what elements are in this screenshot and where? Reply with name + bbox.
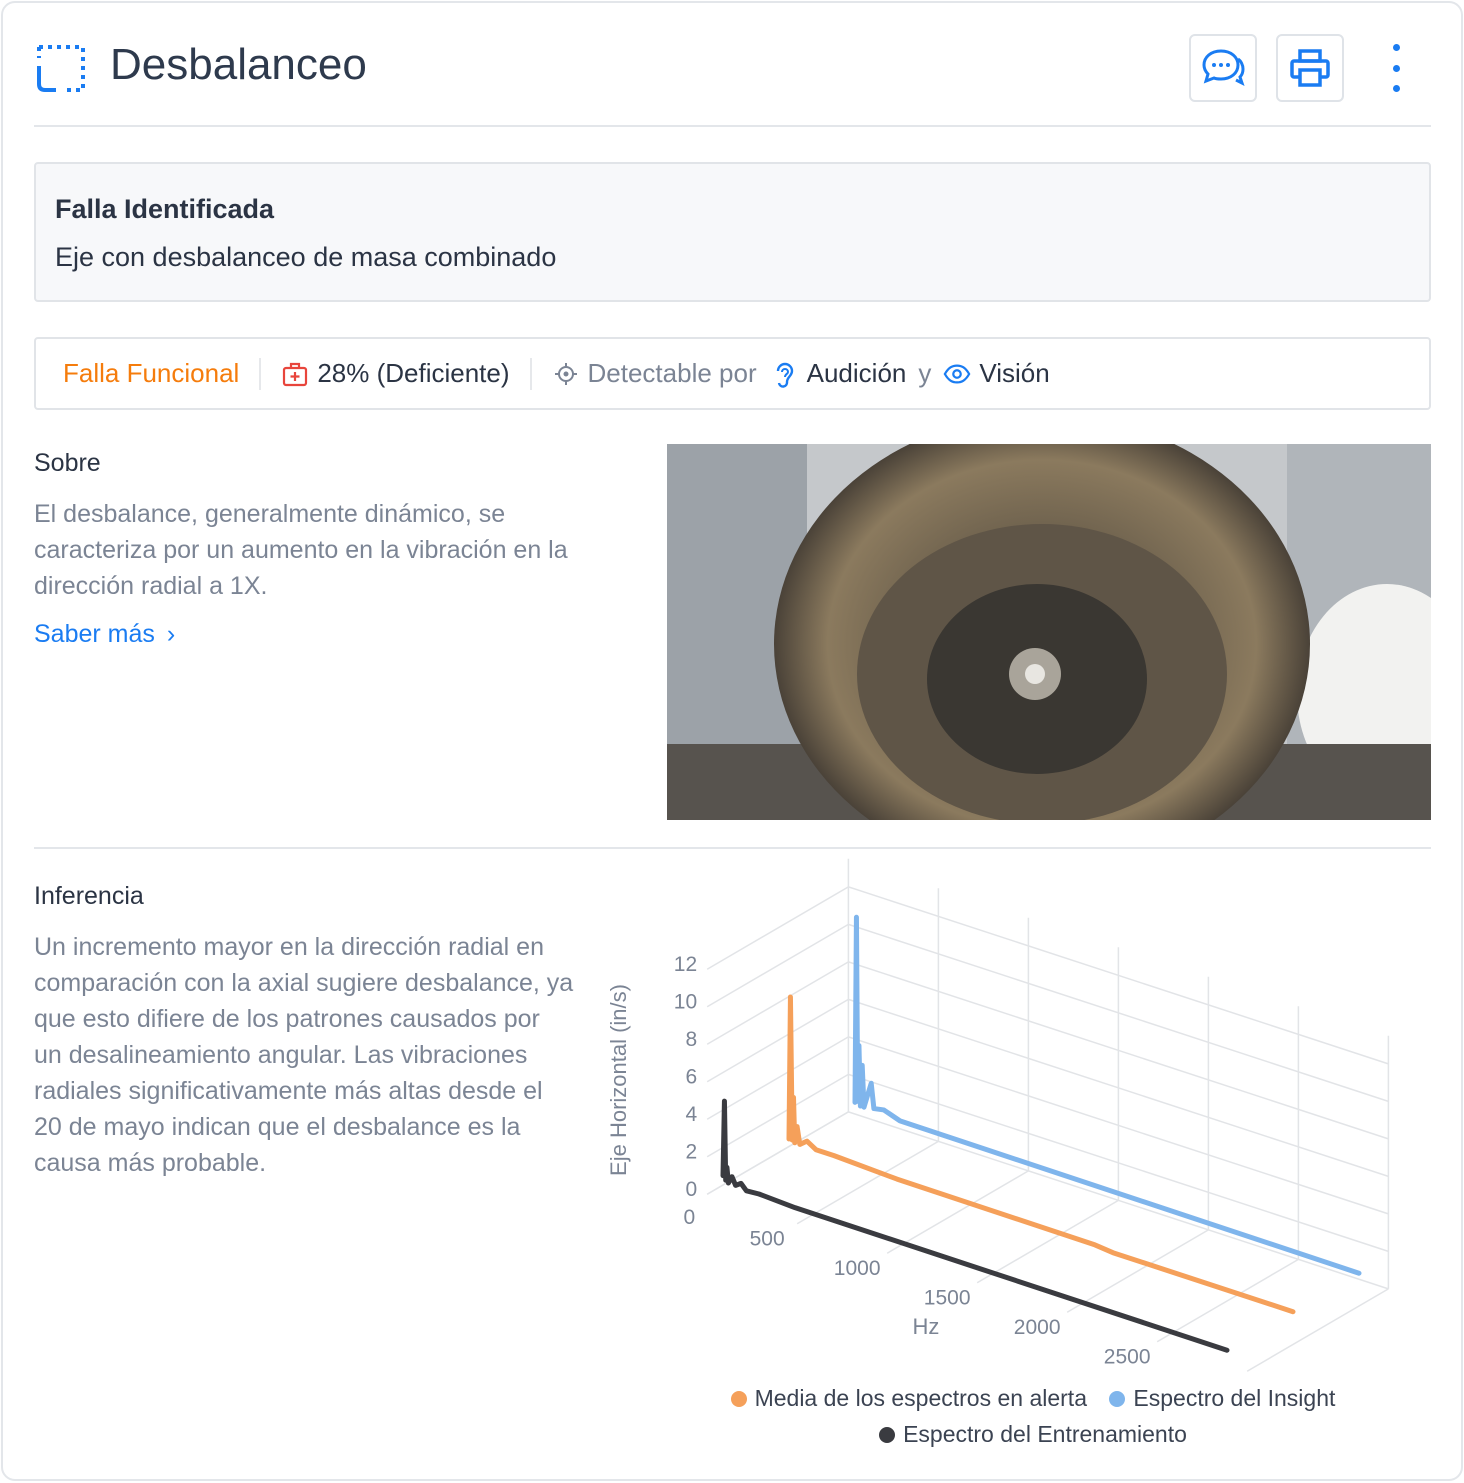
y-tick-label: 8 <box>685 1028 697 1051</box>
inference-text: Un incremento mayor en la dirección radi… <box>34 933 574 1177</box>
y-tick-label: 6 <box>685 1066 697 1089</box>
kebab-dot <box>1392 44 1400 51</box>
series-line <box>852 914 1362 1276</box>
legend-item-training[interactable]: Espectro del Entrenamiento <box>863 1421 1187 1447</box>
page-title: Desbalanceo <box>110 40 367 89</box>
header-divider <box>34 125 1431 127</box>
divider <box>259 357 262 390</box>
gridline-y <box>706 923 849 1008</box>
legend-label: Espectro del Insight <box>1133 1385 1336 1411</box>
gridline-y <box>706 998 849 1083</box>
fault-heading: Falla Identificada <box>55 194 275 224</box>
x-tick-label: 1000 <box>834 1257 881 1280</box>
legend-item-alert[interactable]: Media de los espectros en alerta <box>715 1385 1087 1411</box>
conjunction: y <box>918 358 932 388</box>
kebab-dot <box>1392 64 1400 72</box>
print-button[interactable] <box>1276 34 1344 102</box>
y-tick-label: 2 <box>685 1141 697 1164</box>
chat-icon <box>1202 49 1245 86</box>
identified-fault-box: Falla Identificada Eje con desbalanceo d… <box>34 162 1431 302</box>
divider <box>529 357 532 390</box>
inference-heading: Inferencia <box>34 882 144 910</box>
health-score: 28% (Deficiente) <box>317 358 510 388</box>
legend-dot <box>879 1427 896 1443</box>
fault-description: Eje con desbalanceo de masa combinado <box>55 242 557 272</box>
series-line <box>786 994 1296 1315</box>
learn-more-link[interactable]: Saber más › <box>34 620 175 649</box>
chevron-right-icon: › <box>166 620 176 648</box>
gridline-floor <box>796 1140 939 1225</box>
detectable-label: Detectable por <box>587 358 757 388</box>
learn-more-label: Saber más <box>34 620 155 648</box>
y-tick-label: 10 <box>674 991 697 1014</box>
x-tick-label: 2000 <box>1014 1316 1061 1339</box>
first-aid-kit-icon <box>281 360 309 388</box>
chart-legend: Media de los espectros en alerta Espectr… <box>700 1380 1350 1452</box>
x-tick-label: 1500 <box>924 1287 971 1310</box>
gridline-floor <box>886 1170 1029 1254</box>
legend-dot <box>730 1391 747 1407</box>
about-heading: Sobre <box>34 449 101 477</box>
about-text: El desbalance, generalmente dinámico, se… <box>34 500 568 600</box>
gridline-floor <box>1246 1288 1389 1372</box>
chat-button[interactable] <box>1189 34 1257 102</box>
series-line <box>720 1098 1230 1353</box>
gridline-y <box>706 1036 849 1120</box>
fault-tags-bar: Falla Funcional 28% (Deficiente) Detecta… <box>34 337 1431 410</box>
z-tick-label: 0 <box>683 1206 695 1229</box>
legend-label: Media de los espectros en alerta <box>754 1385 1087 1411</box>
crosshair-icon <box>552 360 580 388</box>
gridline-y <box>706 886 849 970</box>
gridline-floor <box>1156 1258 1299 1343</box>
gridline-floor <box>1066 1229 1209 1313</box>
hearing-label: Audición <box>806 358 907 388</box>
x-axis-label: Hz <box>913 1314 940 1339</box>
more-options-button[interactable] <box>1384 44 1408 92</box>
x-tick-label: 500 <box>750 1228 785 1251</box>
y-axis-label: Eje Horizontal (in/s) <box>606 984 631 1176</box>
ear-icon <box>771 360 799 388</box>
y-tick-label: 4 <box>685 1103 697 1126</box>
y-tick-label: 12 <box>674 953 697 976</box>
eye-icon <box>943 360 971 388</box>
dashed-frame-icon <box>37 45 85 92</box>
legend-dot <box>1109 1391 1126 1407</box>
printer-icon <box>1290 49 1330 87</box>
legend-item-insight[interactable]: Espectro del Insight <box>1093 1385 1335 1411</box>
y-tick-label: 0 <box>685 1178 697 1201</box>
gridline-y <box>706 1073 849 1158</box>
legend-label: Espectro del Entrenamiento <box>903 1421 1187 1447</box>
x-tick-label: 2500 <box>1104 1346 1151 1369</box>
kebab-dot <box>1392 85 1400 92</box>
gridline-y <box>706 961 849 1045</box>
section-divider <box>34 847 1431 849</box>
vision-label: Visión <box>979 358 1050 388</box>
gridline-floor <box>976 1199 1119 1284</box>
fan-photo <box>667 444 1431 820</box>
fault-category: Falla Funcional <box>63 358 240 388</box>
